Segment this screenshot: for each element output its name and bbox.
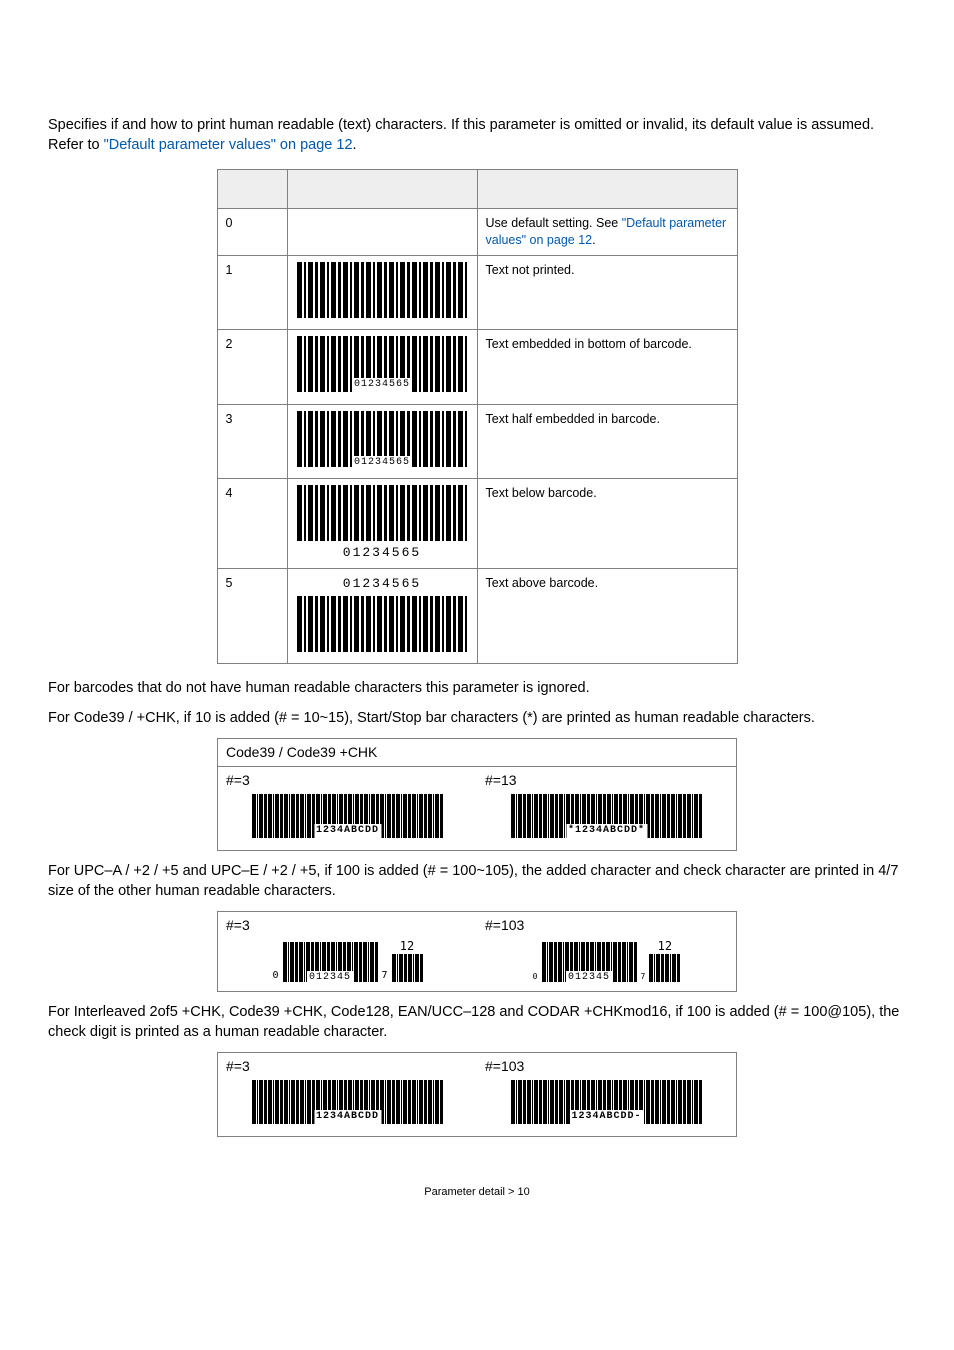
i2of5-figure: #=3 1234ABCDD #=103 1234ABCDD- bbox=[217, 1052, 737, 1136]
code39-right-barcode: *1234ABCDD* bbox=[485, 794, 728, 844]
description-cell: Text below barcode. bbox=[477, 478, 737, 568]
upc-left-hash: #=3 bbox=[226, 916, 469, 935]
param-value: 5 bbox=[217, 568, 287, 663]
upc-paragraph: For UPC–A / +2 / +5 and UPC–E / +2 / +5,… bbox=[48, 861, 906, 901]
table-row: 1 Text not printed. bbox=[217, 256, 737, 330]
param-value: 3 bbox=[217, 404, 287, 478]
upc-left-barcode: 0012345712 bbox=[226, 938, 469, 984]
i2of5-left-barcode: 1234ABCDD bbox=[226, 1080, 469, 1130]
description-cell: Text half embedded in barcode. bbox=[477, 404, 737, 478]
page-footer: Parameter detail > 10 bbox=[48, 1185, 906, 1200]
barcode-cell: 01234565 bbox=[287, 568, 477, 663]
barcode-cell: 01234565 bbox=[287, 478, 477, 568]
code39-figure: Code39 / Code39 +CHK #=3 1234ABCDD #=13 … bbox=[217, 738, 737, 851]
description-cell: Text embedded in bottom of barcode. bbox=[477, 330, 737, 404]
code39-left-barcode: 1234ABCDD bbox=[226, 794, 469, 844]
code39-left-cell: #=3 1234ABCDD bbox=[218, 767, 477, 849]
table-row: 0 Use default setting. See "Default param… bbox=[217, 208, 737, 256]
param-value: 0 bbox=[217, 208, 287, 256]
table-row: 401234565Text below barcode. bbox=[217, 478, 737, 568]
param-value: 1 bbox=[217, 256, 287, 330]
parameter-table: 0 Use default setting. See "Default param… bbox=[217, 169, 738, 664]
i2of5-left-hash: #=3 bbox=[226, 1057, 469, 1076]
param-value: 2 bbox=[217, 330, 287, 404]
table-row: 501234565Text above barcode. bbox=[217, 568, 737, 663]
intro-text-b: . bbox=[353, 137, 357, 153]
upc-right-barcode: 0012345712 bbox=[485, 938, 728, 986]
barcode-cell: 01234565 bbox=[287, 330, 477, 404]
description-cell: Text not printed. bbox=[477, 256, 737, 330]
description-cell: Use default setting. See "Default parame… bbox=[477, 208, 737, 256]
barcode-cell bbox=[287, 208, 477, 256]
upc-right-hash: #=103 bbox=[485, 916, 728, 935]
i2of5-right-cell: #=103 1234ABCDD- bbox=[477, 1053, 736, 1135]
intro-paragraph: Specifies if and how to print human read… bbox=[48, 115, 906, 155]
intro-link[interactable]: "Default parameter values" on page 12 bbox=[104, 137, 353, 153]
barcode-cell: 01234565 bbox=[287, 404, 477, 478]
upc-figure: #=3 0012345712 #=103 0012345712 bbox=[217, 911, 737, 993]
code39-paragraph: For Code39 / +CHK, if 10 is added (# = 1… bbox=[48, 708, 906, 728]
description-cell: Text above barcode. bbox=[477, 568, 737, 663]
upc-right-cell: #=103 0012345712 bbox=[477, 912, 736, 992]
code39-title: Code39 / Code39 +CHK bbox=[218, 739, 736, 767]
code39-right-hash: #=13 bbox=[485, 771, 728, 790]
code39-right-cell: #=13 *1234ABCDD* bbox=[477, 767, 736, 849]
i2of5-paragraph: For Interleaved 2of5 +CHK, Code39 +CHK, … bbox=[48, 1002, 906, 1042]
barcode-cell bbox=[287, 256, 477, 330]
table-row: 301234565Text half embedded in barcode. bbox=[217, 404, 737, 478]
upc-left-cell: #=3 0012345712 bbox=[218, 912, 477, 992]
ignored-paragraph: For barcodes that do not have human read… bbox=[48, 678, 906, 698]
table-row: 201234565Text embedded in bottom of barc… bbox=[217, 330, 737, 404]
i2of5-left-cell: #=3 1234ABCDD bbox=[218, 1053, 477, 1135]
i2of5-right-hash: #=103 bbox=[485, 1057, 728, 1076]
param-value: 4 bbox=[217, 478, 287, 568]
i2of5-right-barcode: 1234ABCDD- bbox=[485, 1080, 728, 1130]
code39-left-hash: #=3 bbox=[226, 771, 469, 790]
